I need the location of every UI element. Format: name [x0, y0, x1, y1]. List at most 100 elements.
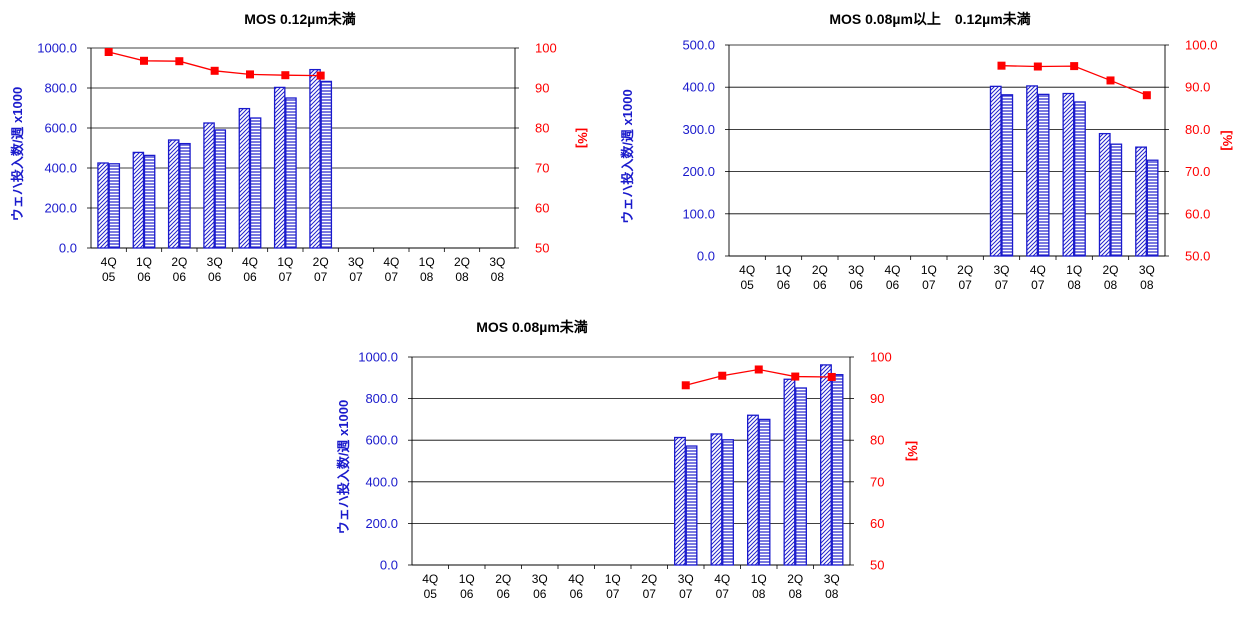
y2-tick-label: 50 — [870, 558, 884, 573]
bar-horizontal — [214, 129, 227, 249]
chart-title: MOS 0.08µm未満 — [476, 319, 588, 335]
x-tick-label: 3Q 06 — [848, 263, 864, 292]
y2-tick-label: 70 — [535, 161, 549, 176]
y-tick-label: 400.0 — [44, 161, 77, 176]
x-tick-label: 4Q 05 — [101, 255, 117, 284]
y2-tick-label: 100.0 — [1185, 38, 1218, 53]
bar-horizontal — [722, 439, 734, 566]
line-point — [281, 71, 290, 80]
chart-svg: MOS 0.08µm未満 0.0 50 200.0 60 400.0 70 600.0 80 80… — [336, 319, 920, 601]
series-line — [1001, 65, 1148, 96]
x-tick-label: 1Q 06 — [459, 572, 475, 601]
bar-horizontal — [1001, 94, 1014, 257]
chart-mos-0-08um-under: MOS 0.08µm未満 0.0 50 200.0 60 400.0 70 600.0 80 80… — [320, 312, 940, 619]
y-axis-title: ウェハ投入数/週 x1000 — [336, 400, 351, 534]
x-tick-label: 2Q 07 — [641, 572, 657, 601]
x-tick-label: 2Q 06 — [495, 572, 511, 601]
y2-tick-label: 60 — [870, 516, 884, 531]
y-axis-title: ウェハ投入数/週 x1000 — [620, 89, 635, 223]
y2-tick-label: 60.0 — [1185, 206, 1210, 221]
y-tick-label: 400.0 — [682, 80, 715, 95]
bar-horizontal — [179, 142, 191, 249]
bar-horizontal — [1037, 93, 1050, 257]
chart-title: MOS 0.08µm以上 0.12µm未満 — [829, 11, 1030, 27]
bar-horizontal — [285, 97, 297, 249]
y2-tick-label: 80 — [870, 433, 884, 448]
line-point — [140, 56, 148, 65]
y-tick-label: 200.0 — [44, 201, 77, 216]
x-tick-label: 4Q 06 — [884, 263, 900, 292]
chart-svg: MOS 0.08µm以上 0.12µm未満 0.0 50.0 100.0 60.0 200… — [620, 11, 1235, 292]
x-tick-label: 1Q 08 — [419, 255, 435, 284]
bar-diagonal — [747, 414, 759, 566]
y2-tick-label: 90.0 — [1185, 80, 1210, 95]
bar-diagonal — [1026, 85, 1038, 257]
y2-tick-label: 50.0 — [1185, 249, 1210, 264]
y-tick-label: 600.0 — [365, 433, 398, 448]
line-point — [997, 61, 1006, 70]
bar-diagonal — [167, 139, 180, 249]
line-point — [246, 70, 254, 79]
x-tick-label: 2Q 06 — [171, 255, 187, 284]
bar-diagonal — [1098, 132, 1111, 257]
y2-tick-label: 70.0 — [1185, 164, 1210, 179]
y-tick-label: 0.0 — [380, 558, 398, 573]
bar-diagonal — [820, 364, 832, 566]
x-tick-label: 3Q 07 — [348, 255, 364, 284]
line-point — [827, 372, 836, 381]
x-tick-label: 1Q 07 — [921, 263, 937, 292]
chart-title: MOS 0.12µm未満 — [244, 11, 356, 27]
bar-horizontal — [685, 445, 698, 566]
x-tick-label: 1Q 08 — [1066, 263, 1082, 292]
bar-horizontal — [1110, 143, 1123, 257]
bar-horizontal — [795, 387, 807, 566]
bar-diagonal — [97, 162, 109, 249]
line-point — [754, 365, 763, 374]
bar-horizontal — [758, 418, 771, 566]
x-tick-label: 4Q 07 — [383, 255, 399, 284]
bar-diagonal — [1062, 92, 1075, 257]
bar-horizontal — [249, 117, 262, 249]
x-tick-label: 3Q 08 — [824, 572, 840, 601]
x-tick-label: 4Q 06 — [242, 255, 258, 284]
x-tick-label: 1Q 06 — [136, 255, 152, 284]
bar-diagonal — [273, 86, 286, 249]
x-tick-label: 2Q 06 — [812, 263, 828, 292]
y-tick-label: 1000.0 — [37, 41, 77, 56]
bar-diagonal — [1135, 146, 1147, 257]
y2-axis-title: [%] — [905, 441, 920, 461]
x-tick-label: 1Q 07 — [605, 572, 621, 601]
x-tick-label: 1Q 07 — [277, 255, 293, 284]
line-point — [1033, 62, 1042, 71]
y-tick-label: 200.0 — [682, 164, 715, 179]
x-tick-label: 2Q 08 — [1102, 263, 1118, 292]
y2-tick-label: 50 — [535, 241, 549, 256]
line-point — [1070, 62, 1079, 71]
line-point — [791, 372, 800, 381]
y2-tick-label: 60 — [535, 201, 549, 216]
x-tick-label: 3Q 06 — [207, 255, 223, 284]
y-tick-label: 800.0 — [44, 81, 77, 96]
bar-horizontal — [1146, 159, 1159, 257]
y2-axis-title: [%] — [575, 128, 590, 148]
bar-horizontal — [831, 374, 844, 566]
x-tick-label: 3Q 07 — [993, 263, 1009, 292]
y-tick-label: 100.0 — [682, 206, 715, 221]
y-tick-label: 800.0 — [365, 391, 398, 406]
y2-tick-label: 80 — [535, 121, 549, 136]
x-tick-label: 2Q 08 — [787, 572, 803, 601]
line-point — [718, 371, 727, 380]
bar-diagonal — [710, 433, 723, 566]
y-tick-label: 400.0 — [365, 474, 398, 489]
bar-horizontal — [143, 154, 156, 249]
line-point — [1106, 76, 1115, 85]
y-tick-label: 600.0 — [44, 121, 77, 136]
x-tick-label: 2Q 08 — [454, 255, 470, 284]
bar-horizontal — [1074, 101, 1086, 257]
x-tick-label: 1Q 08 — [751, 572, 767, 601]
y-tick-label: 0.0 — [59, 241, 77, 256]
line-point — [175, 57, 184, 66]
y2-axis-title: [%] — [1220, 130, 1235, 150]
line-point — [1142, 91, 1151, 100]
chart-mos-0-12um-under: MOS 0.12µm未満 0.0 50 200.0 60 400.0 70 600.0 80 80… — [0, 0, 590, 310]
